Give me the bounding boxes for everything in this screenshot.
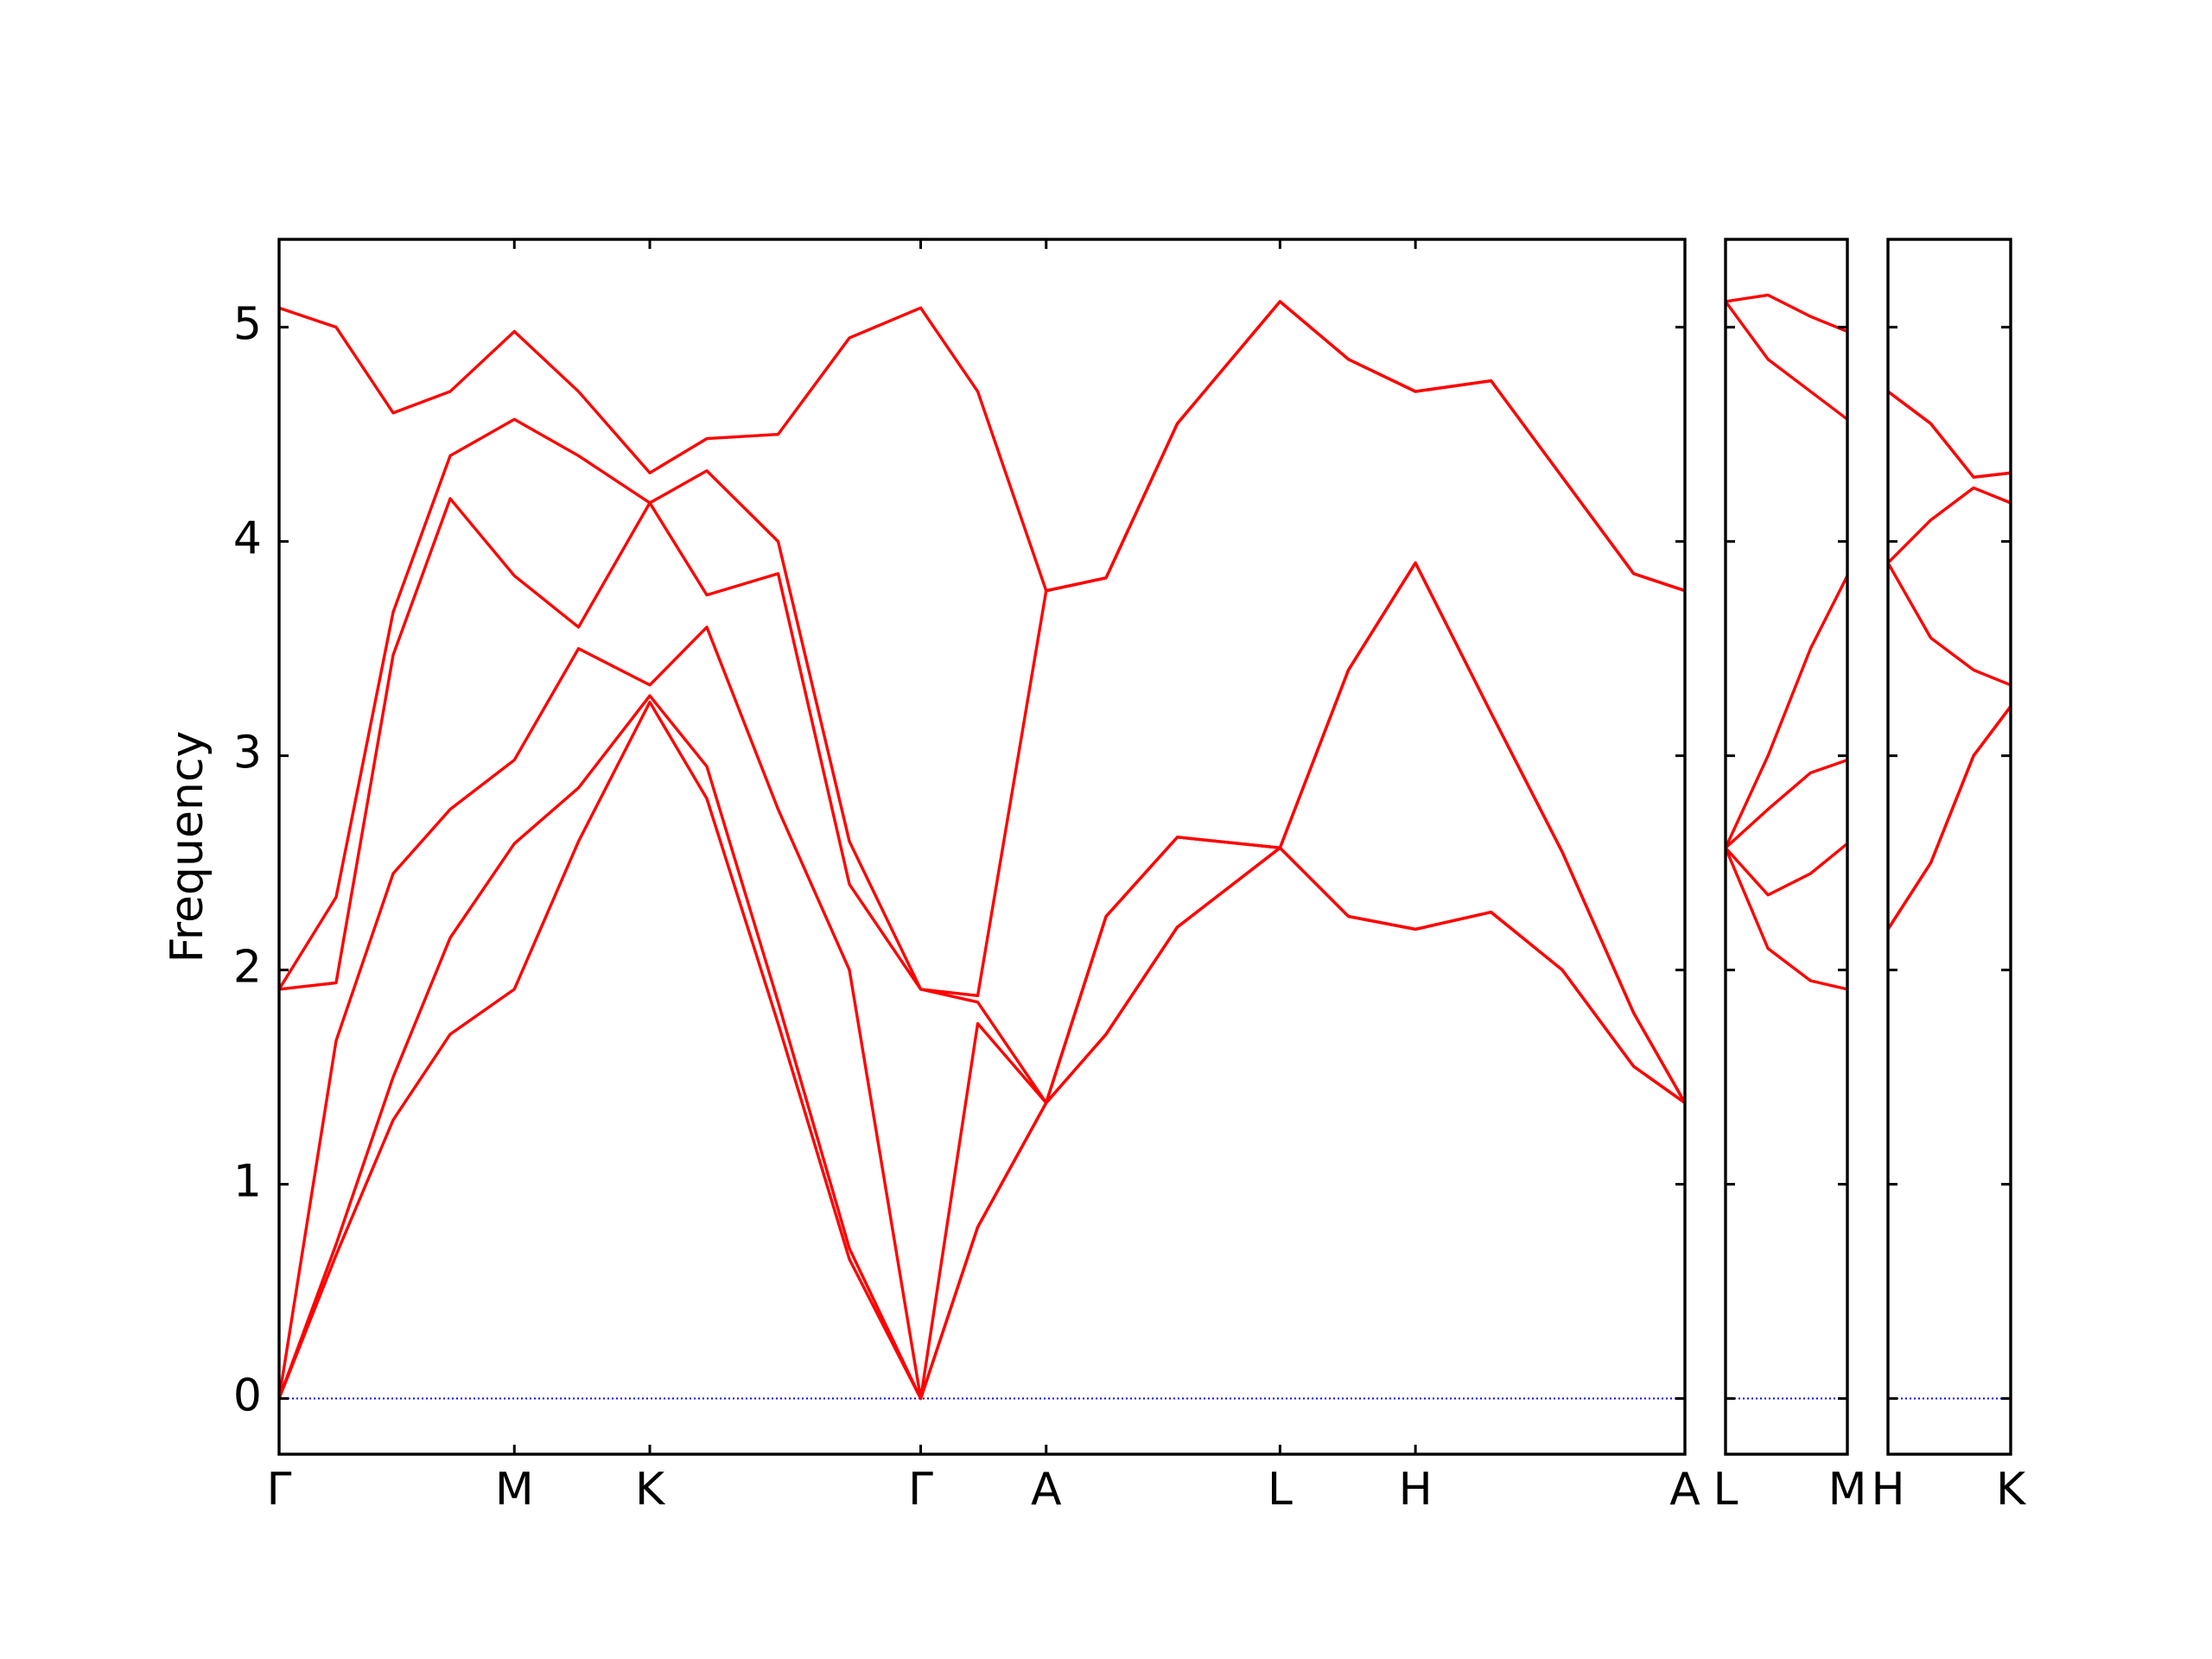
band-line xyxy=(1724,847,1848,991)
band-line xyxy=(277,561,1687,1401)
plot-frame xyxy=(277,238,1687,1456)
x-tick-label: L xyxy=(1713,1464,1738,1516)
x-tick-label: H xyxy=(1871,1464,1904,1516)
plot-frame xyxy=(1886,238,2012,1456)
band-line xyxy=(1724,758,1848,849)
band-line xyxy=(1886,562,2012,687)
x-tick-label: A xyxy=(1031,1464,1062,1516)
band-line xyxy=(277,694,1686,1401)
x-tick-label: Γ xyxy=(267,1464,292,1516)
x-tick-label: H xyxy=(1399,1464,1433,1516)
band-line xyxy=(278,300,1686,593)
y-axis-label: Frequency xyxy=(162,731,213,963)
y-tick-label: 0 xyxy=(233,1370,262,1422)
y-tick-label: 5 xyxy=(233,299,262,351)
band-line xyxy=(278,497,1687,1105)
band-line xyxy=(1724,575,1849,849)
x-tick-label: K xyxy=(635,1464,666,1516)
x-tick-label: K xyxy=(1996,1464,2027,1516)
y-tick-label: 2 xyxy=(233,942,262,994)
band-line xyxy=(1724,300,1849,421)
y-tick-label: 4 xyxy=(233,513,262,565)
y-tick-label: 3 xyxy=(233,728,262,779)
x-tick-label: Γ xyxy=(908,1464,933,1516)
plot-frame xyxy=(1724,238,1849,1456)
band-line xyxy=(1724,842,1849,897)
band-line xyxy=(1886,486,2012,564)
x-tick-label: M xyxy=(495,1464,534,1516)
y-tick-label: 1 xyxy=(233,1156,262,1208)
band-line xyxy=(1725,293,1848,334)
x-tick-label: A xyxy=(1669,1464,1700,1516)
x-tick-label: L xyxy=(1268,1464,1293,1516)
band-line xyxy=(1886,705,2012,931)
band-line xyxy=(277,700,1686,1401)
x-tick-label: M xyxy=(1828,1464,1867,1516)
band-line xyxy=(1886,390,2012,479)
